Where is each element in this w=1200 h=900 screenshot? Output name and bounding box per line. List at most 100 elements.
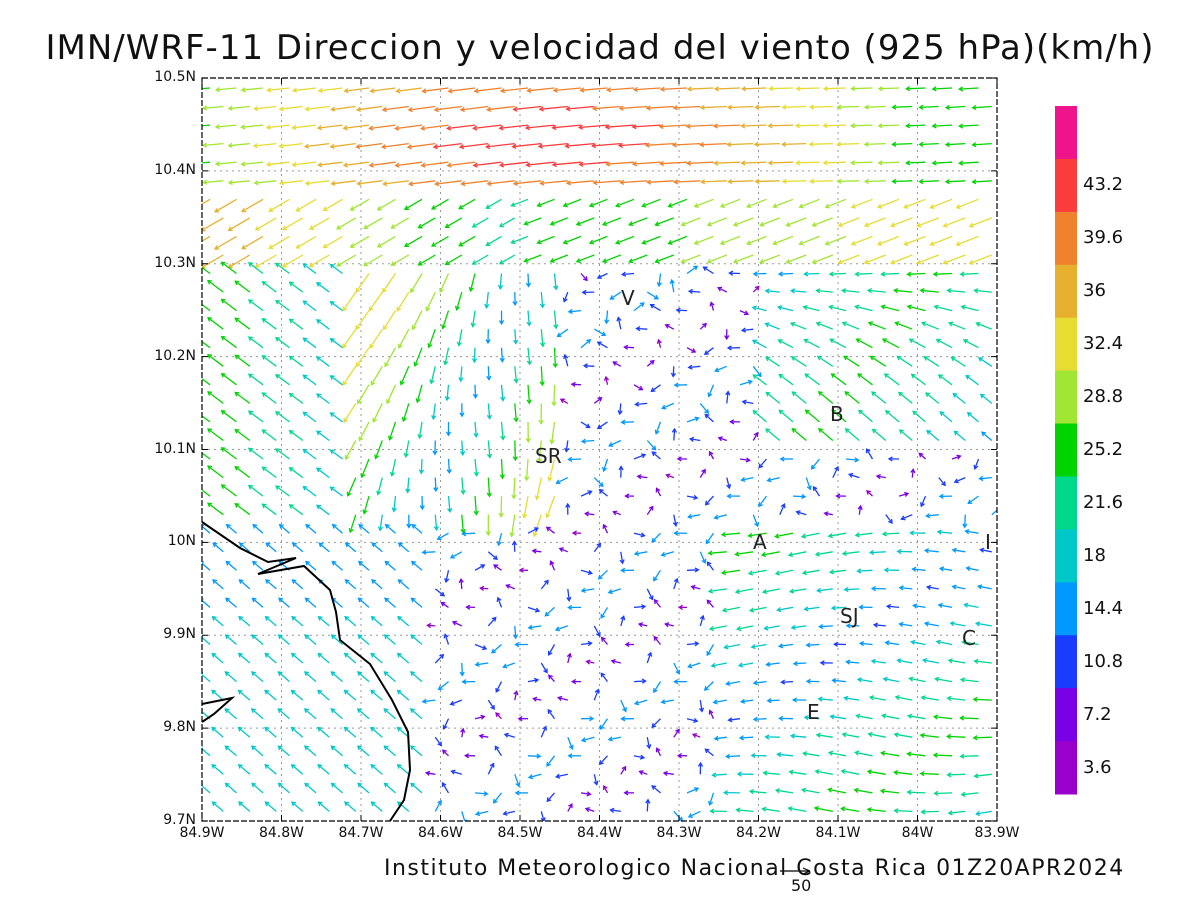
wind-arrow bbox=[973, 458, 980, 470]
wind-arrow bbox=[624, 493, 635, 499]
wind-arrow bbox=[474, 791, 489, 797]
wind-arrow bbox=[220, 372, 237, 386]
wind-arrow bbox=[840, 768, 860, 775]
wind-arrow bbox=[316, 124, 343, 131]
wind-arrow bbox=[464, 753, 476, 759]
wind-arrow bbox=[444, 217, 463, 228]
wind-arrow bbox=[288, 504, 304, 516]
wind-arrow bbox=[911, 566, 926, 572]
city-label-i: I bbox=[985, 530, 991, 554]
wind-arrow bbox=[383, 782, 396, 794]
wind-arrow bbox=[949, 621, 966, 627]
wind-arrow bbox=[558, 547, 569, 553]
wind-arrow bbox=[736, 771, 754, 777]
wind-arrow bbox=[330, 782, 343, 794]
wind-arrow bbox=[979, 547, 992, 553]
wind-arrow bbox=[329, 412, 343, 423]
wind-arrow bbox=[224, 671, 237, 683]
wind-arrow bbox=[371, 579, 383, 590]
wind-arrow bbox=[706, 254, 728, 264]
wind-arrow bbox=[765, 356, 781, 367]
colorbar-segment bbox=[1055, 688, 1077, 742]
wind-arrow bbox=[527, 624, 542, 630]
wind-arrow bbox=[281, 217, 304, 231]
wind-arrow bbox=[850, 198, 873, 209]
wind-arrow bbox=[713, 735, 727, 741]
wind-arrow bbox=[265, 161, 290, 167]
wind-arrow bbox=[474, 564, 486, 571]
wind-arrow bbox=[898, 621, 913, 627]
wind-arrow bbox=[898, 391, 913, 404]
wind-arrow bbox=[237, 763, 251, 775]
wind-arrow bbox=[979, 393, 993, 404]
lat-tick-label: 9.8N bbox=[163, 719, 196, 736]
wind-arrow bbox=[317, 801, 330, 812]
wind-arrow bbox=[707, 550, 727, 556]
wind-arrow bbox=[858, 604, 873, 610]
wind-arrow bbox=[577, 124, 608, 130]
wind-arrow bbox=[410, 597, 423, 608]
wind-arrow bbox=[752, 365, 762, 378]
wind-arrow bbox=[318, 542, 330, 553]
wind-arrow bbox=[417, 217, 436, 229]
wind-arrow bbox=[717, 436, 728, 442]
wind-arrow bbox=[458, 235, 476, 247]
wind-arrow bbox=[740, 476, 754, 483]
wind-arrow bbox=[847, 472, 860, 479]
vector-scale-arrow bbox=[780, 867, 811, 875]
wind-arrow bbox=[261, 392, 277, 404]
wind-arrow bbox=[774, 788, 794, 794]
wind-arrow bbox=[384, 560, 396, 571]
wind-arrow bbox=[549, 560, 556, 571]
wind-arrow bbox=[254, 217, 277, 231]
wind-arrow bbox=[707, 384, 715, 398]
colorbar-label: 32.4 bbox=[1083, 333, 1124, 355]
wind-arrow bbox=[939, 411, 953, 423]
wind-arrow bbox=[485, 235, 502, 246]
wind-arrow bbox=[596, 272, 608, 280]
colorbar-label: 18 bbox=[1083, 544, 1106, 566]
wind-arrow bbox=[566, 652, 572, 664]
wind-arrow bbox=[202, 179, 224, 185]
wind-arrow bbox=[444, 384, 450, 402]
wind-arrow bbox=[706, 644, 715, 657]
wind-arrow bbox=[214, 161, 237, 167]
wind-arrow bbox=[588, 198, 608, 208]
lon-tick-label: 83.9W bbox=[974, 825, 1020, 841]
wind-arrow bbox=[910, 639, 926, 646]
wind-arrow bbox=[499, 87, 529, 94]
wind-arrow bbox=[433, 477, 439, 493]
wind-arrow bbox=[281, 254, 304, 268]
wind-arrow bbox=[363, 254, 383, 267]
wind-arrow bbox=[687, 364, 701, 370]
wind-arrow bbox=[444, 254, 463, 266]
axis-ticks bbox=[201, 77, 998, 822]
wind-arrow bbox=[288, 467, 304, 479]
wind-arrow bbox=[857, 373, 873, 386]
wind-arrow bbox=[278, 523, 290, 534]
wind-arrow bbox=[484, 292, 490, 309]
wind-arrow bbox=[633, 754, 646, 760]
wind-arrow bbox=[536, 235, 555, 245]
wind-arrow bbox=[823, 511, 833, 517]
wind-arrow bbox=[580, 791, 592, 797]
wind-arrow bbox=[623, 344, 635, 350]
wind-arrow bbox=[384, 523, 396, 534]
wind-arrow bbox=[633, 678, 647, 684]
wind-arrow bbox=[302, 263, 317, 275]
colorbar-label: 28.8 bbox=[1083, 386, 1124, 408]
wind-arrow bbox=[394, 124, 423, 131]
wind-arrow bbox=[906, 304, 926, 312]
wind-arrow bbox=[686, 641, 700, 647]
wind-arrow bbox=[662, 770, 674, 777]
wind-arrow bbox=[610, 658, 621, 665]
wind-arrow bbox=[686, 347, 697, 353]
wind-arrow bbox=[753, 141, 780, 147]
wind-arrow bbox=[699, 614, 705, 627]
wind-arrow bbox=[795, 160, 820, 166]
wind-arrow bbox=[691, 733, 701, 738]
wind-arrow bbox=[978, 475, 992, 482]
wind-arrow bbox=[495, 681, 503, 693]
colorbar-label: 14.4 bbox=[1083, 597, 1124, 619]
wind-arrow bbox=[840, 806, 860, 813]
